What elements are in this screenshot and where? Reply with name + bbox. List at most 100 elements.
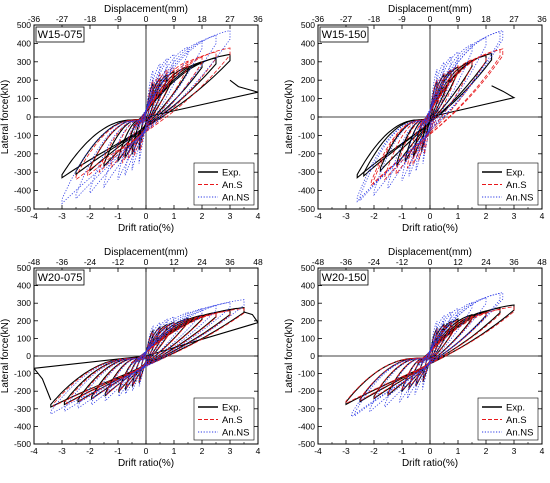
hysteresis-loop bbox=[415, 60, 445, 171]
x2-tick-label: 48 bbox=[537, 257, 547, 267]
x-tick-label: 0 bbox=[144, 211, 149, 221]
y-tick-label: 400 bbox=[17, 281, 31, 291]
x2-tick-label: -48 bbox=[28, 257, 41, 267]
x2-tick-label: -18 bbox=[84, 14, 97, 24]
hysteresis-loop bbox=[422, 320, 438, 390]
hysteresis-loop bbox=[75, 47, 231, 181]
x-tick-label: 0 bbox=[144, 446, 149, 456]
x-axis-label: Drift ratio(%) bbox=[118, 458, 174, 469]
y-tick-label: -400 bbox=[298, 186, 315, 196]
y-tick-label: -500 bbox=[14, 204, 31, 214]
x2-tick-label: -9 bbox=[398, 14, 406, 24]
x-tick-label: -4 bbox=[314, 211, 322, 221]
y-tick-label: 200 bbox=[17, 316, 31, 326]
curves bbox=[356, 29, 516, 203]
y-tick-label: -200 bbox=[298, 149, 315, 159]
hysteresis-loop bbox=[87, 51, 217, 177]
hysteresis-loop bbox=[77, 304, 217, 409]
x2-tick-label: 0 bbox=[428, 14, 433, 24]
curves bbox=[345, 292, 515, 418]
y-tick-label: 100 bbox=[301, 94, 315, 104]
hysteresis-loop bbox=[395, 59, 473, 176]
x2-tick-label: -24 bbox=[84, 257, 97, 267]
x-tick-label: 4 bbox=[540, 446, 545, 456]
y-tick-label: -300 bbox=[298, 404, 315, 414]
y-tick-label: 400 bbox=[301, 38, 315, 48]
x-tick-label: 3 bbox=[228, 211, 233, 221]
x2-tick-label: 36 bbox=[225, 257, 235, 267]
panel-label-box bbox=[35, 26, 85, 43]
y-tick-label: 100 bbox=[17, 94, 31, 104]
y-tick-label: 500 bbox=[17, 20, 31, 30]
series-anns bbox=[50, 299, 245, 415]
x2-tick-label: -36 bbox=[56, 257, 69, 267]
hysteresis-loop bbox=[106, 318, 189, 396]
x2-tick-label: 12 bbox=[169, 257, 179, 267]
chart-panel: -4 -3 -2 -1 0 1 2 3 4 -36 -27 -18 -9 0 9 18 27 36 -500 -400… bbox=[284, 4, 547, 234]
x-tick-label: 3 bbox=[512, 211, 517, 221]
y-tick-label: -300 bbox=[14, 404, 31, 414]
legend: Exp.An.S An.NS bbox=[193, 397, 255, 441]
y-tick-label: -400 bbox=[14, 421, 31, 431]
hysteresis-loop bbox=[379, 59, 473, 173]
legend-label: Exp. bbox=[506, 403, 525, 414]
series-anns bbox=[356, 29, 504, 203]
x-tick-label: 1 bbox=[172, 211, 177, 221]
x-tick-label: 4 bbox=[540, 211, 545, 221]
x2-tick-label: 0 bbox=[144, 14, 149, 24]
hysteresis-loop bbox=[351, 292, 504, 418]
series-ans bbox=[75, 47, 231, 181]
hysteresis-loop bbox=[118, 316, 175, 398]
hysteresis-loop bbox=[91, 308, 203, 406]
hysteresis-loop bbox=[387, 43, 473, 190]
x-tick-label: -2 bbox=[370, 211, 378, 221]
hysteresis-loop bbox=[138, 325, 154, 387]
legend-label: Exp. bbox=[506, 168, 525, 179]
x2-axis-label: Displacement(mm) bbox=[388, 4, 472, 15]
y-tick-label: -100 bbox=[298, 130, 315, 140]
x-tick-label: -3 bbox=[58, 211, 66, 221]
y-axis-label: Lateral force(kN) bbox=[0, 80, 11, 154]
y-tick-label: 300 bbox=[17, 298, 31, 308]
curves bbox=[34, 299, 258, 415]
legend-label: An.NS bbox=[506, 428, 533, 439]
x2-tick-label: 0 bbox=[144, 257, 149, 267]
x2-tick-label: 27 bbox=[509, 14, 519, 24]
x2-axis-label: Displacement(mm) bbox=[104, 4, 188, 15]
x2-tick-label: 36 bbox=[509, 257, 519, 267]
x-tick-label: -2 bbox=[86, 446, 94, 456]
y-tick-label: 200 bbox=[17, 75, 31, 85]
hysteresis-loop bbox=[125, 318, 168, 396]
panel-label: W20-150 bbox=[322, 272, 367, 284]
x-tick-label: 0 bbox=[428, 446, 433, 456]
hysteresis-loop bbox=[422, 69, 438, 164]
y-tick-label: 500 bbox=[17, 263, 31, 273]
x-axis-label: Drift ratio(%) bbox=[118, 223, 174, 234]
x2-tick-label: -36 bbox=[340, 257, 353, 267]
hysteresis-loop bbox=[104, 311, 189, 402]
hysteresis-loop bbox=[98, 55, 203, 174]
x-tick-label: 2 bbox=[200, 211, 205, 221]
y-tick-label: 200 bbox=[301, 75, 315, 85]
x2-tick-label: -12 bbox=[396, 257, 409, 267]
x-tick-label: -1 bbox=[114, 446, 122, 456]
x-tick-label: 3 bbox=[512, 446, 517, 456]
hysteresis-loop bbox=[117, 53, 175, 180]
x-tick-label: 2 bbox=[484, 211, 489, 221]
panel-label-box bbox=[319, 26, 369, 43]
hysteresis-loop bbox=[103, 46, 189, 189]
y-axis-label: Lateral force(kN) bbox=[0, 319, 11, 393]
legend-label: Exp. bbox=[222, 168, 241, 179]
legend-label: Exp. bbox=[222, 403, 241, 414]
legend-label: An.S bbox=[222, 180, 243, 191]
y-tick-label: 400 bbox=[301, 281, 315, 291]
panel-label-box bbox=[35, 269, 85, 286]
x2-tick-label: 9 bbox=[456, 14, 461, 24]
x2-axis-label: Displacement(mm) bbox=[388, 247, 472, 258]
x2-tick-label: 36 bbox=[253, 14, 263, 24]
hysteresis-loop bbox=[66, 310, 231, 405]
x-tick-label: 2 bbox=[200, 446, 205, 456]
curves bbox=[61, 29, 258, 205]
hysteresis-loop bbox=[408, 55, 452, 177]
